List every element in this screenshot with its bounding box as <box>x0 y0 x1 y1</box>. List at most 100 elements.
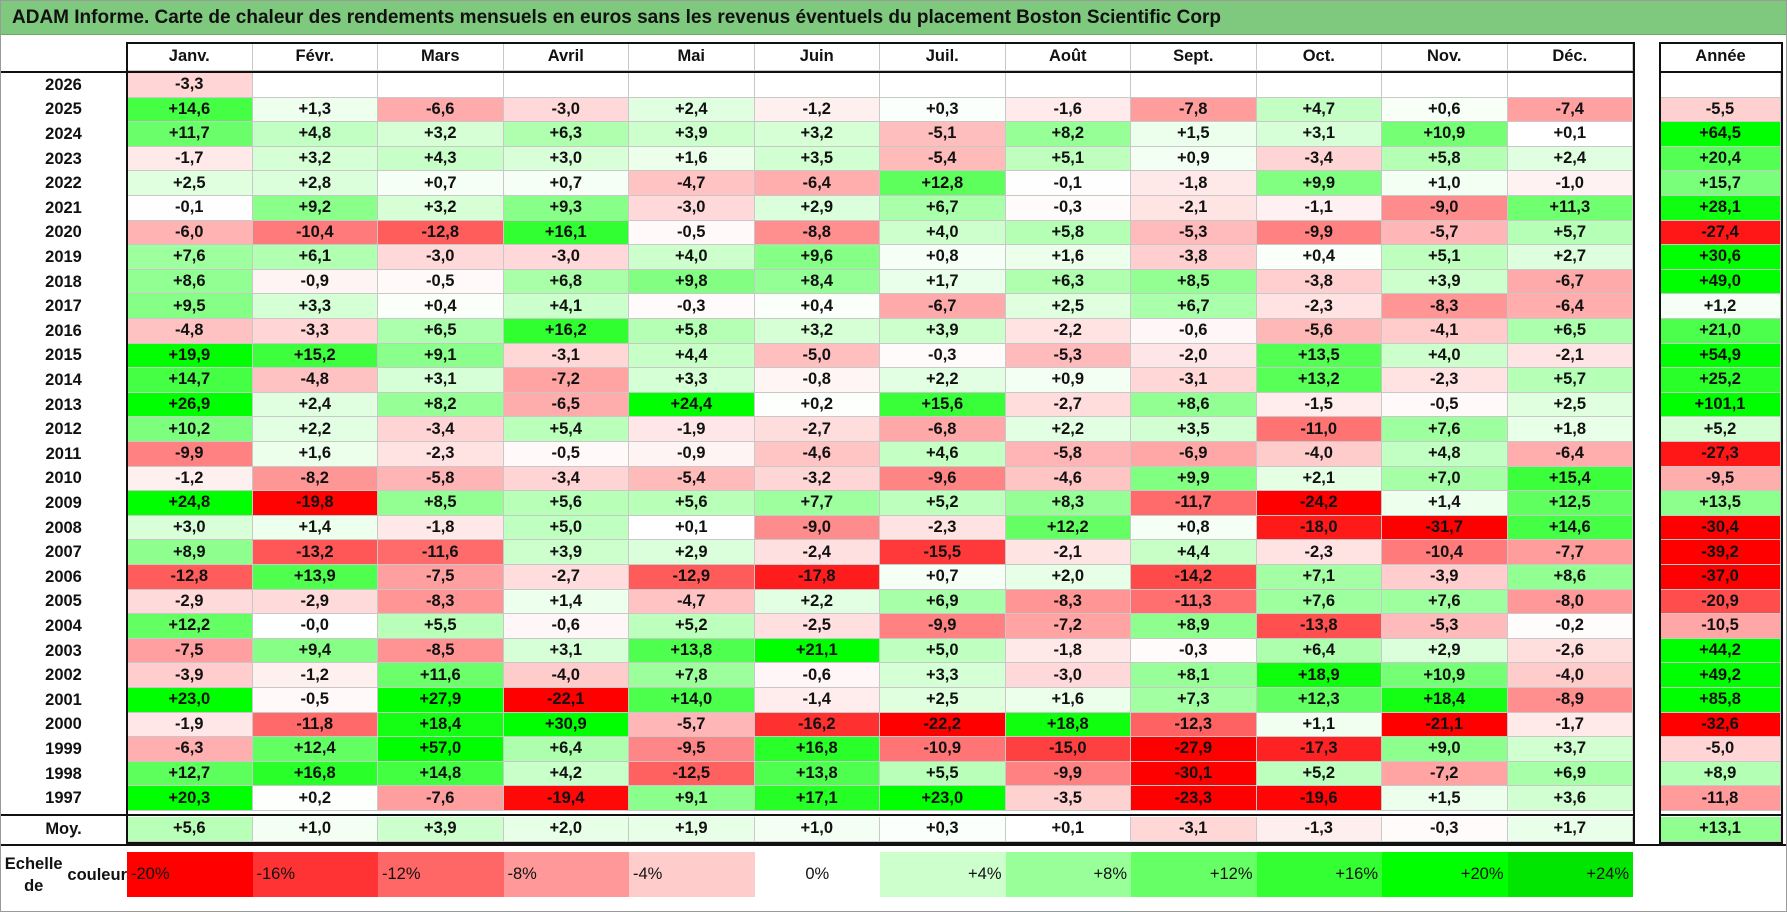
heatmap-cell: -11,6 <box>378 540 504 565</box>
heatmap-cell: +0,7 <box>378 171 504 196</box>
heatmap-cell: -12,8 <box>127 565 253 590</box>
average-cell: +1,7 <box>1507 817 1633 842</box>
heatmap-cell: -5,3 <box>1382 614 1508 639</box>
heatmap-cell: +4,0 <box>1382 343 1508 369</box>
heatmap-cell: -2,7 <box>1005 392 1131 418</box>
heatmap-cell: +8,2 <box>378 392 504 418</box>
heatmap-cell: +3,3 <box>880 663 1006 688</box>
heatmap-cell: +5,8 <box>629 319 755 344</box>
heatmap-cell: -4,7 <box>629 589 755 615</box>
heatmap-cell: +14,6 <box>127 97 253 123</box>
heatmap-cell: +10,9 <box>1382 122 1508 147</box>
year-average-separator <box>1659 814 1783 816</box>
heatmap-cell: +3,2 <box>378 122 504 147</box>
heatmap-cell: +2,7 <box>1507 245 1633 270</box>
heatmap-cell: -1,1 <box>1256 196 1382 221</box>
heatmap-cell: -2,1 <box>1005 540 1131 565</box>
heatmap-cell <box>378 73 504 98</box>
year-label: 2003 <box>0 638 127 664</box>
heatmap-cell: -5,8 <box>1005 442 1131 467</box>
heatmap-cell: -0,5 <box>503 442 629 467</box>
heatmap-cell: -8,9 <box>1507 688 1633 713</box>
heatmap-cell: -3,3 <box>127 73 253 98</box>
heatmap-cell: -2,7 <box>503 565 629 590</box>
heatmap-cell: -15,0 <box>1005 737 1131 762</box>
heatmap-cell: -7,2 <box>1005 614 1131 639</box>
average-separator <box>0 814 1635 816</box>
heatmap-cell: +1,4 <box>1382 491 1508 516</box>
year-label: 2008 <box>0 515 127 541</box>
heatmap-cell: +7,6 <box>1382 589 1508 615</box>
heatmap-cell: -22,1 <box>503 688 629 713</box>
heatmap-cell: +14,7 <box>127 368 253 393</box>
annual-cell: +5,2 <box>1660 417 1781 442</box>
heatmap-cell: +27,9 <box>378 688 504 713</box>
heatmap-cell <box>754 73 880 98</box>
year-label: 2014 <box>0 368 127 393</box>
average-cell: +0,1 <box>1005 817 1131 842</box>
heatmap-cell: +2,5 <box>1507 392 1633 418</box>
heatmap-cell: -0,9 <box>629 442 755 467</box>
heatmap-cell: +8,6 <box>127 269 253 295</box>
heatmap-cell: -24,2 <box>1256 491 1382 516</box>
heatmap-cell: +0,6 <box>1382 97 1508 123</box>
heatmap-cell: +9,9 <box>1131 466 1257 492</box>
heatmap-cell: -3,8 <box>1131 245 1257 270</box>
color-scale-step: -8% <box>503 852 629 897</box>
annual-cell: +54,9 <box>1660 343 1781 369</box>
year-label: 1998 <box>0 761 127 787</box>
heatmap-cell: +14,6 <box>1507 515 1633 541</box>
heatmap-cell: +8,9 <box>127 540 253 565</box>
average-cell: +0,3 <box>880 817 1006 842</box>
heatmap-cell: -0,2 <box>1507 614 1633 639</box>
heatmap-cell: +4,0 <box>880 220 1006 246</box>
year-label: 2024 <box>0 122 127 147</box>
heatmap-cell: +5,7 <box>1507 220 1633 246</box>
heatmap-cell: +9,6 <box>754 245 880 270</box>
heatmap-cell: -5,4 <box>629 466 755 492</box>
bottom-separator <box>0 844 1787 846</box>
heatmap-cell: +3,2 <box>754 319 880 344</box>
heatmap-cell: +3,5 <box>754 146 880 172</box>
heatmap-cell: +0,7 <box>880 565 1006 590</box>
heatmap-cell: +5,2 <box>880 491 1006 516</box>
heatmap-cell: +9,9 <box>1256 171 1382 196</box>
annual-cell: +30,6 <box>1660 245 1781 270</box>
heatmap-cell: -9,9 <box>880 614 1006 639</box>
heatmap-cell: +6,7 <box>880 196 1006 221</box>
heatmap-cell: +6,9 <box>1507 761 1633 787</box>
heatmap-cell: +18,8 <box>1005 712 1131 738</box>
heatmap-cell: -9,6 <box>880 466 1006 492</box>
heatmap-cell: -0,5 <box>378 269 504 295</box>
heatmap-cell: +6,4 <box>1256 638 1382 664</box>
heatmap-cell: +16,1 <box>503 220 629 246</box>
heatmap-cell: -18,0 <box>1256 515 1382 541</box>
color-scale-step: -4% <box>629 852 755 897</box>
heatmap-cell: +8,5 <box>378 491 504 516</box>
heatmap-cell: +6,5 <box>378 319 504 344</box>
average-cell: +1,9 <box>629 817 755 842</box>
heatmap-cell: -6,9 <box>1131 442 1257 467</box>
annual-cell: -39,2 <box>1660 540 1781 565</box>
annual-cell: -30,4 <box>1660 515 1781 541</box>
year-label: 2026 <box>0 73 127 98</box>
heatmap-cell: +4,4 <box>629 343 755 369</box>
heatmap-cell: -27,9 <box>1131 737 1257 762</box>
color-scale-step: +4% <box>880 852 1006 897</box>
heatmap-cell: +18,4 <box>378 712 504 738</box>
title-bar: ADAM Informe. Carte de chaleur des rende… <box>0 0 1787 35</box>
heatmap-cell: -1,4 <box>754 688 880 713</box>
heatmap-cell: -3,1 <box>503 343 629 369</box>
heatmap-cell: +20,3 <box>127 786 253 811</box>
heatmap-cell: +0,4 <box>1256 245 1382 270</box>
heatmap-cell: +5,5 <box>378 614 504 639</box>
heatmap-cell: +5,8 <box>1382 146 1508 172</box>
heatmap-cell: +2,2 <box>880 368 1006 393</box>
heatmap-cell: +13,5 <box>1256 343 1382 369</box>
year-header-separator <box>1659 71 1783 73</box>
heatmap-cell: +30,9 <box>503 712 629 738</box>
heatmap-cell: +11,3 <box>1507 196 1633 221</box>
heatmap-cell: -1,6 <box>1005 97 1131 123</box>
heatmap-cell: +3,0 <box>503 146 629 172</box>
heatmap-cell: +4,8 <box>252 122 378 147</box>
